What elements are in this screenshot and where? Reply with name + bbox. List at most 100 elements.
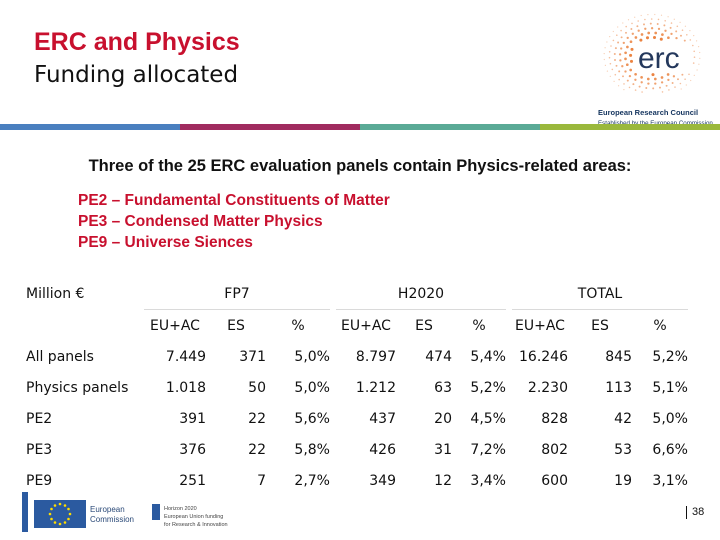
- column-header: %: [472, 317, 486, 334]
- cell: 5,2%: [652, 348, 688, 365]
- panel-list: PE2 – Fundamental Constituents of Matter…: [78, 190, 390, 253]
- cell: 20: [434, 410, 452, 427]
- logo-dot: [634, 78, 637, 81]
- logo-dot: [614, 73, 617, 76]
- logo-dot: [659, 37, 663, 41]
- logo-dot: [657, 18, 660, 21]
- logo-dot: [657, 27, 661, 31]
- logo-dot: [628, 86, 631, 89]
- logo-dot: [606, 70, 609, 72]
- logo-dot: [617, 41, 620, 44]
- logo-dot: [670, 32, 673, 36]
- logo-dot: [623, 88, 625, 91]
- cell: 845: [605, 348, 632, 365]
- column-header: EU+AC: [341, 317, 391, 334]
- logo-dot: [606, 41, 608, 43]
- logo-dot: [647, 13, 649, 16]
- logo-dot: [672, 75, 676, 78]
- logo-dot: [639, 38, 643, 42]
- logo-dot: [697, 45, 700, 48]
- logo-dot: [634, 36, 638, 39]
- cell: 600: [541, 472, 568, 489]
- logo-dot: [625, 25, 627, 28]
- cell: 5,4%: [470, 348, 506, 365]
- row-label: Physics panels: [26, 379, 129, 396]
- logo-dot: [654, 13, 656, 16]
- logo-dot: [698, 63, 700, 65]
- logo-dot: [693, 56, 696, 58]
- logo-dot: [679, 82, 682, 85]
- logo-dot: [685, 84, 687, 86]
- logo-dot: [654, 82, 657, 85]
- cell: 113: [605, 379, 632, 396]
- logo-dot: [645, 36, 650, 40]
- logo-dot: [634, 16, 636, 18]
- logo-dot: [640, 81, 643, 84]
- logo-dot: [644, 27, 647, 30]
- column-header: EU+AC: [515, 317, 565, 334]
- logo-dot: [625, 31, 627, 34]
- european-commission-logo: European Commission: [22, 492, 134, 532]
- logo-dot: [613, 53, 616, 55]
- logo-dot: [611, 68, 614, 71]
- logo-dot: [664, 29, 667, 32]
- logo-dot: [629, 40, 633, 44]
- slide-title: ERC and Physics: [34, 28, 240, 56]
- logo-dot: [626, 45, 629, 49]
- logo-dot: [652, 87, 655, 90]
- cell: 2.230: [527, 379, 568, 396]
- logo-dot: [616, 34, 618, 36]
- table-row: PE9 251 7 2,7% 349 12 3,4% 600 19 3,1%: [22, 465, 688, 496]
- logo-dot: [629, 53, 633, 57]
- panel-item: PE3 – Condensed Matter Physics: [78, 213, 323, 230]
- cell: 3,1%: [652, 472, 688, 489]
- logo-dot: [622, 22, 624, 24]
- corner-label: Million €: [26, 285, 85, 302]
- logo-dot: [673, 18, 675, 20]
- logo-dot: [692, 62, 695, 64]
- erc-logo-tagline: Established by the European Commission: [598, 120, 713, 127]
- panel-item: PE2 – Fundamental Constituents of Matter: [78, 192, 390, 209]
- logo-dot: [665, 84, 668, 87]
- logo-dot: [624, 70, 627, 73]
- ec-line1: European: [90, 505, 125, 514]
- logo-dot: [699, 57, 701, 60]
- cell: 22: [248, 410, 266, 427]
- cell: 376: [179, 441, 206, 458]
- logo-dot: [627, 19, 630, 21]
- logo-dot: [681, 73, 684, 76]
- cell: 63: [434, 379, 452, 396]
- logo-dot: [663, 24, 666, 27]
- logo-dot: [609, 75, 611, 78]
- logo-dot: [696, 69, 698, 71]
- funding-table: Million € FP7 H2020 TOTAL EU+AC ES % EU+…: [22, 278, 688, 496]
- stripe-magenta: [180, 124, 360, 130]
- logo-dot: [634, 72, 637, 76]
- cell: 3,4%: [470, 472, 506, 489]
- logo-dot: [628, 74, 632, 78]
- logo-dot: [604, 64, 607, 67]
- column-header: %: [653, 317, 667, 334]
- cell: 50: [248, 379, 266, 396]
- logo-dot: [674, 86, 676, 88]
- logo-dot: [623, 83, 625, 85]
- group-header: TOTAL: [512, 278, 688, 310]
- logo-dot: [614, 47, 617, 50]
- panel-item: PE9 – Universe Siences: [78, 234, 253, 251]
- cell: 7,2%: [470, 441, 506, 458]
- logo-dot: [661, 91, 664, 93]
- logo-dot: [668, 89, 670, 91]
- logo-dot: [683, 39, 686, 42]
- cell: 19: [614, 472, 632, 489]
- logo-dot: [640, 14, 642, 17]
- logo-dot: [619, 59, 622, 62]
- table-row: Physics panels 1.018 50 5,0% 1.212 63 5,…: [22, 372, 688, 403]
- logo-dot: [680, 34, 682, 37]
- logo-dot: [684, 78, 686, 80]
- h2020-line1: Horizon 2020: [164, 506, 197, 512]
- logo-dot: [613, 80, 615, 83]
- logo-dot: [631, 22, 633, 25]
- logo-dot: [675, 36, 678, 40]
- logo-dot: [667, 16, 669, 18]
- cell: 474: [425, 348, 452, 365]
